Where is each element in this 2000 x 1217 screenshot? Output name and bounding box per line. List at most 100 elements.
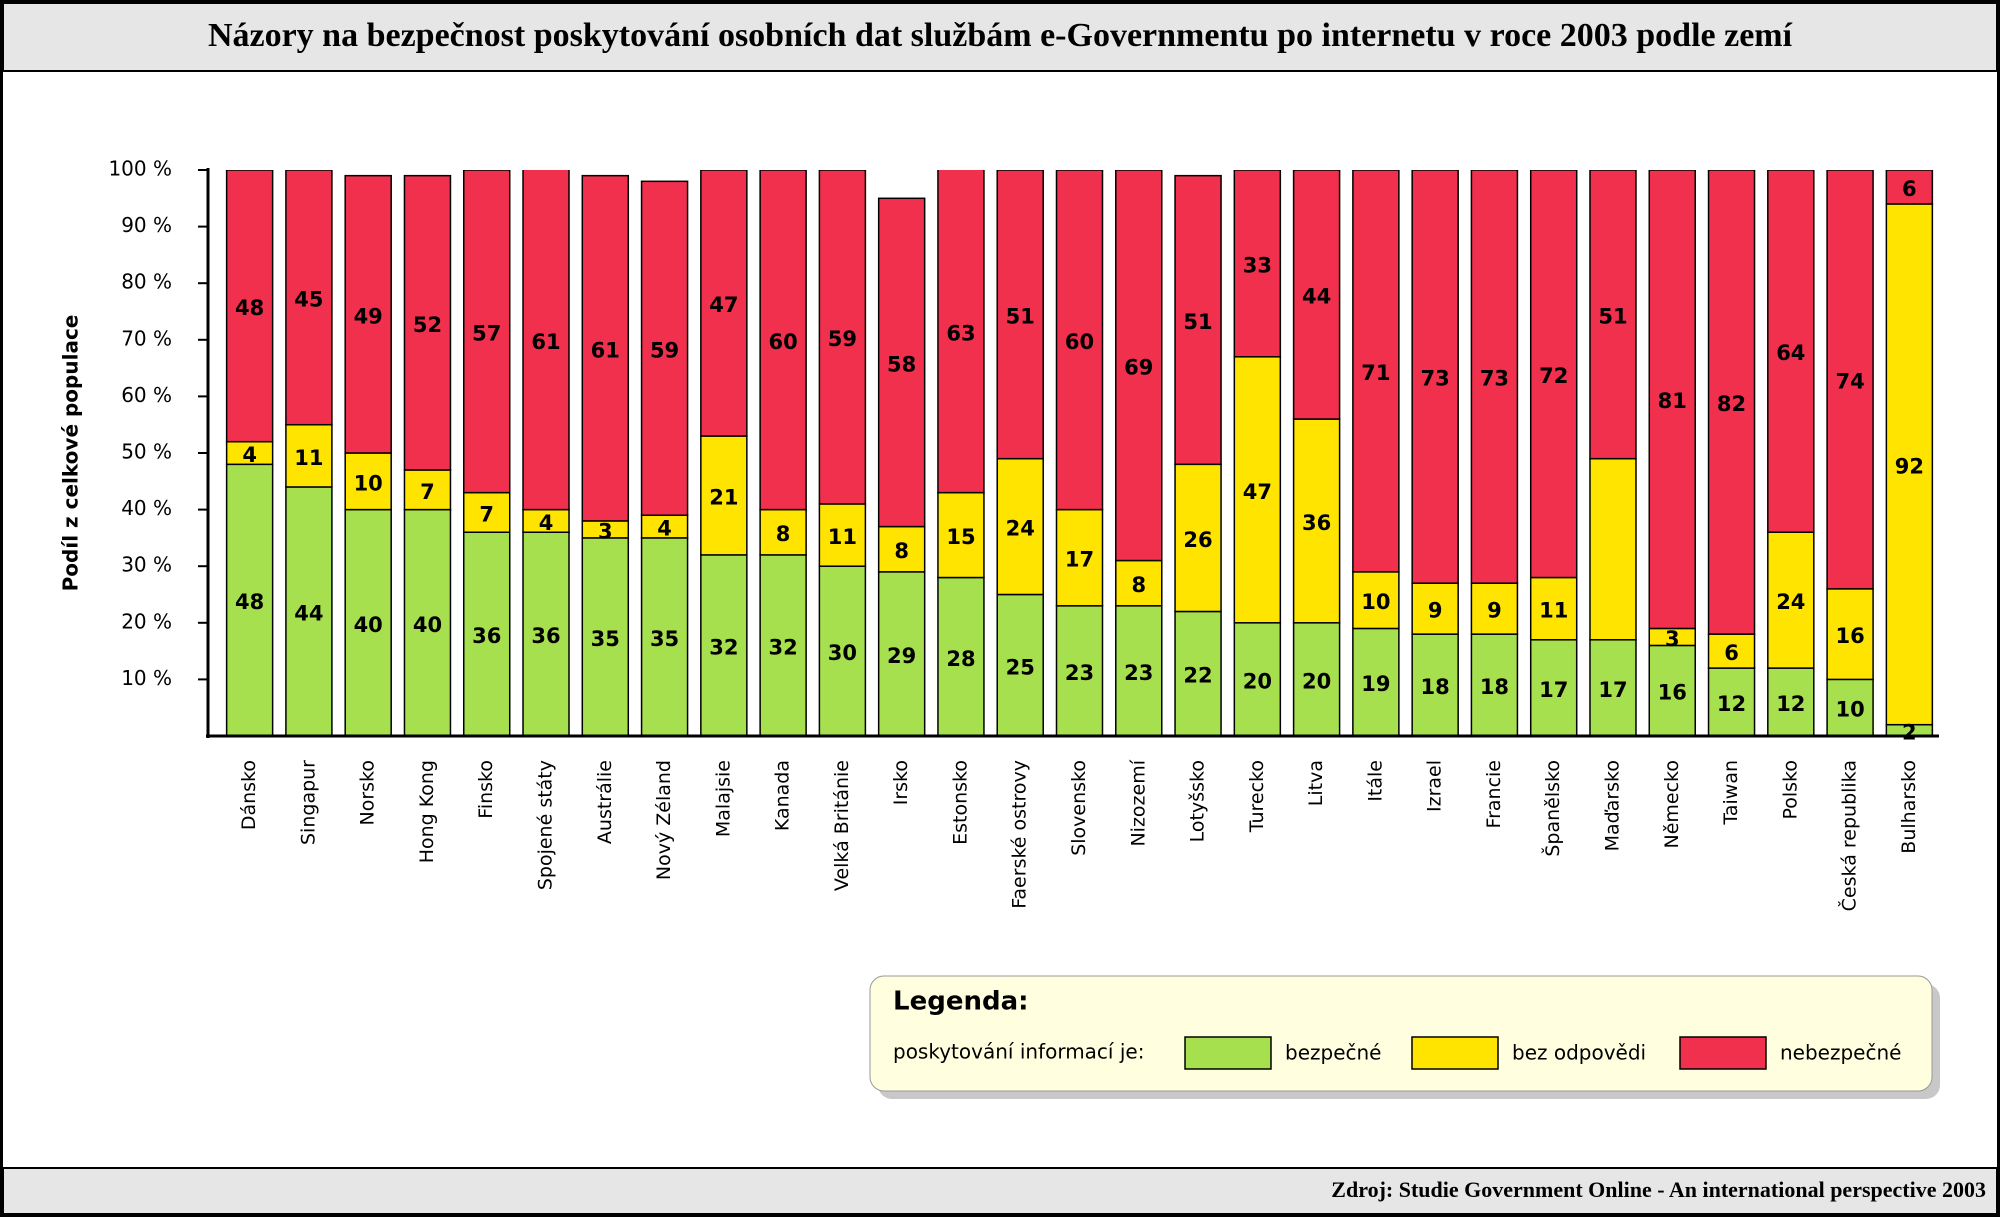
x-tick-label: Austrálie [594,760,616,844]
x-tick-label: Česká republika [1837,760,1861,911]
data-label: 51 [1006,304,1035,328]
y-axis-title: Podíl z celkové populace [59,315,83,592]
data-label: 35 [650,627,679,651]
legend-label: bez odpovědi [1512,1041,1646,1065]
data-label: 51 [1183,310,1212,334]
data-label: 32 [709,635,738,659]
data-label: 64 [1776,341,1805,365]
data-label: 59 [828,327,857,351]
data-label: 63 [946,321,975,345]
bar-segment [1292,170,1341,420]
data-label: 6 [1902,177,1917,201]
bar-segment [1055,508,1104,607]
x-tick-label: Spojené státy [535,760,557,890]
bar-segment [1174,174,1222,466]
bar-segment [1648,644,1697,737]
bar-segment [700,554,748,737]
bar-segment [344,508,392,737]
bar-segment [285,423,333,488]
data-label: 10 [1835,698,1864,722]
bar-segment [1648,170,1697,630]
y-tick-label: 20 % [121,609,172,633]
data-label: 4 [242,443,257,467]
data-label: 29 [887,644,916,668]
y-tick-label: 10 % [121,666,172,690]
x-tick-label: Nizozemí [1127,759,1149,846]
bar-segment [818,565,867,737]
x-tick-label: Maďarsko [1601,760,1623,851]
bar-segment [1352,170,1400,573]
x-tick-label: Polsko [1779,760,1801,820]
x-tick-label: Španělsko [1540,760,1564,857]
data-label: 72 [1539,364,1568,388]
bar-segment [285,170,333,426]
y-tick-label: 40 % [121,496,172,520]
data-label: 73 [1421,367,1450,391]
bar-segment [1529,170,1578,579]
bar-segment [462,170,511,494]
bar-segment [1174,463,1222,613]
data-label: 8 [1131,573,1146,597]
chart-title: Názory na bezpečnost poskytování osobníc… [208,17,1793,54]
y-tick-label: 30 % [121,553,172,577]
bar-segment [1292,418,1341,624]
data-label: 6 [1724,641,1739,665]
y-tick-label: 100 % [108,157,172,181]
data-label: 40 [354,613,383,637]
bar-segment [1707,170,1756,635]
bar-segment [1470,170,1519,584]
data-label: 52 [413,313,442,337]
x-tick-label: Velká Británie [831,760,853,891]
data-label: 49 [354,304,383,328]
y-tick-label: 70 % [121,326,172,350]
data-label: 32 [769,635,798,659]
bar-segment [937,491,985,579]
data-label: 17 [1065,548,1094,572]
bar-segment [759,508,807,556]
bar-segment [1826,170,1874,590]
data-label: 74 [1835,369,1864,393]
legend-title: Legenda: [893,987,1029,1017]
x-tick-label: Slovensko [1068,760,1090,856]
data-label: 18 [1421,675,1450,699]
bar-segment [818,170,867,505]
data-label: 11 [294,446,323,470]
x-tick-label: Turecko [1246,760,1268,833]
bar-segment [1767,531,1815,669]
data-label: 11 [828,525,857,549]
bar-segment [1352,627,1400,737]
bar-segment [581,537,630,737]
data-label: 10 [354,471,383,495]
data-label: 71 [1361,361,1390,385]
y-tick-label: 50 % [121,440,172,464]
legend-swatch [1411,1036,1499,1070]
data-label: 17 [1598,678,1627,702]
x-tick-label: Dánsko [238,760,260,830]
x-tick-label: Singapur [297,760,319,845]
data-label: 44 [294,601,323,625]
data-label: 92 [1895,454,1924,478]
data-label: 36 [1302,511,1331,535]
x-tick-label: Irsko [890,760,912,805]
data-label: 3 [598,519,613,543]
data-label: 30 [828,641,857,665]
x-tick-label: Faerské ostrovy [1009,760,1031,909]
data-label: 8 [776,522,791,546]
bar-segment [462,491,511,533]
data-label: 24 [1006,517,1035,541]
bar-segment [1292,622,1341,737]
data-label: 24 [1776,590,1805,614]
data-label: 3 [1665,627,1680,651]
footer-bar [2,1167,1998,1215]
bar-segment [1233,622,1282,737]
source: Zdroj: Studie Government Online - An int… [1331,1177,1986,1202]
bar-segment [1826,678,1874,737]
x-tick-label: Norsko [357,760,379,826]
data-label: 45 [294,287,323,311]
data-label: 15 [946,525,975,549]
bar-segment [759,170,807,511]
data-label: 73 [1480,367,1509,391]
bar-segment [1885,170,1934,205]
data-label: 2 [1902,720,1917,744]
